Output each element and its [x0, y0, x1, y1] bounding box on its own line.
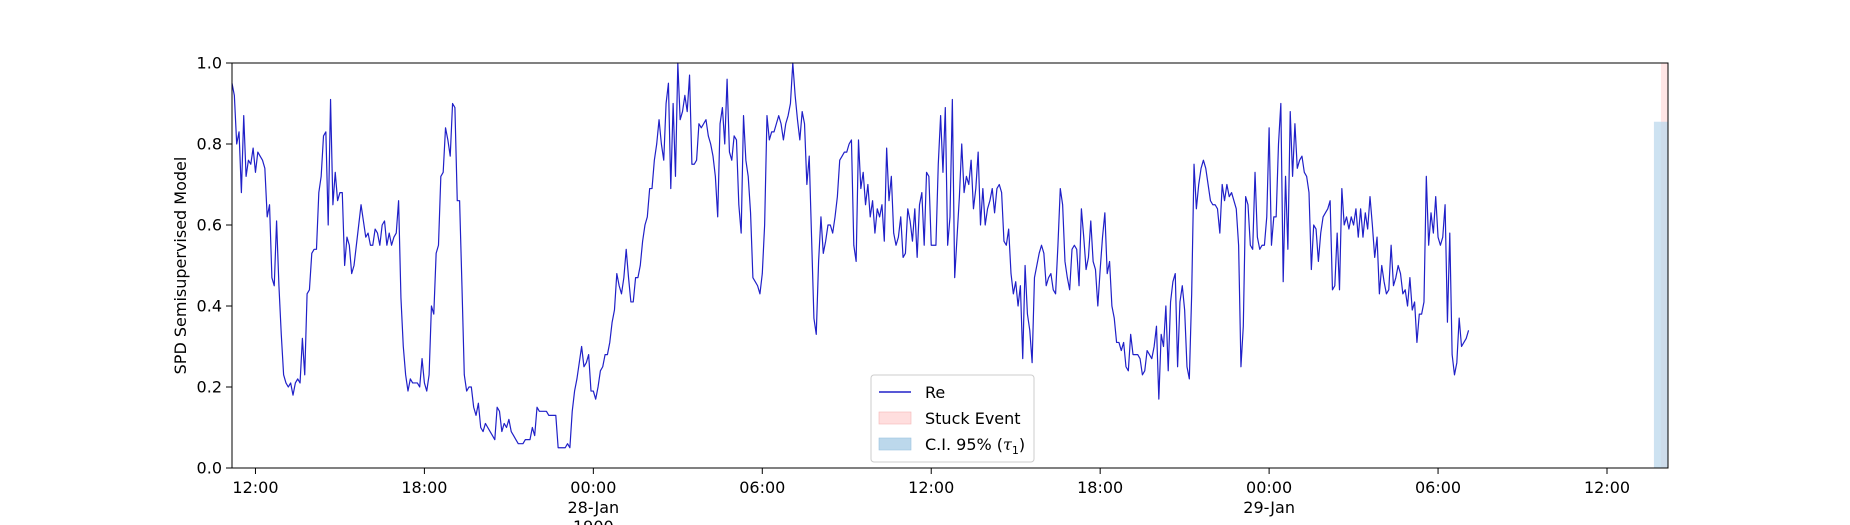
legend-label-re: Re	[925, 383, 945, 402]
region-confidence-interval	[1653, 121, 1668, 468]
x-tick-date-label: 28-Jan	[568, 498, 620, 517]
y-tick-label: 0.6	[197, 216, 222, 235]
y-tick-label: 0.2	[197, 378, 222, 397]
x-tick-label: 00:00	[570, 478, 616, 497]
y-tick-label: 0.8	[197, 135, 222, 154]
legend-box	[870, 374, 1035, 463]
series-line-re	[231, 62, 1470, 449]
x-tick-label: 12:00	[1584, 478, 1630, 497]
legend-swatch-confidence-interval	[878, 437, 912, 451]
y-tick-label: 0.0	[197, 459, 222, 478]
x-tick-label: 12:00	[908, 478, 954, 497]
y-axis: 0.0 0.2 0.4 0.6 0.8 1.0	[197, 54, 232, 478]
plot-frame	[231, 62, 1669, 469]
x-tick-label: 18:00	[401, 478, 447, 497]
x-tick-label: 12:00	[232, 478, 278, 497]
series-group	[231, 62, 1470, 449]
x-tick-label: 06:00	[739, 478, 785, 497]
x-tick-year-label: 1900	[573, 517, 614, 525]
x-tick-label: 06:00	[1415, 478, 1461, 497]
legend: Re Stuck Event C.I. 95% (τ1)	[870, 374, 1035, 463]
y-axis-label: SPD Semisupervised Model	[171, 157, 190, 375]
y-tick-label: 0.4	[197, 297, 222, 316]
x-axis: 12:0018:0000:0028-Jan190006:0012:0018:00…	[232, 468, 1630, 525]
x-tick-label: 18:00	[1077, 478, 1123, 497]
x-tick-label: 00:00	[1246, 478, 1292, 497]
x-tick-date-label: 29-Jan	[1243, 498, 1295, 517]
legend-label-stuck-event: Stuck Event	[925, 409, 1021, 428]
legend-swatch-stuck-event	[878, 411, 912, 425]
legend-label-confidence-interval: C.I. 95% (τ1)	[925, 435, 1025, 457]
y-tick-label: 1.0	[197, 54, 222, 73]
shaded-regions	[1653, 63, 1668, 468]
